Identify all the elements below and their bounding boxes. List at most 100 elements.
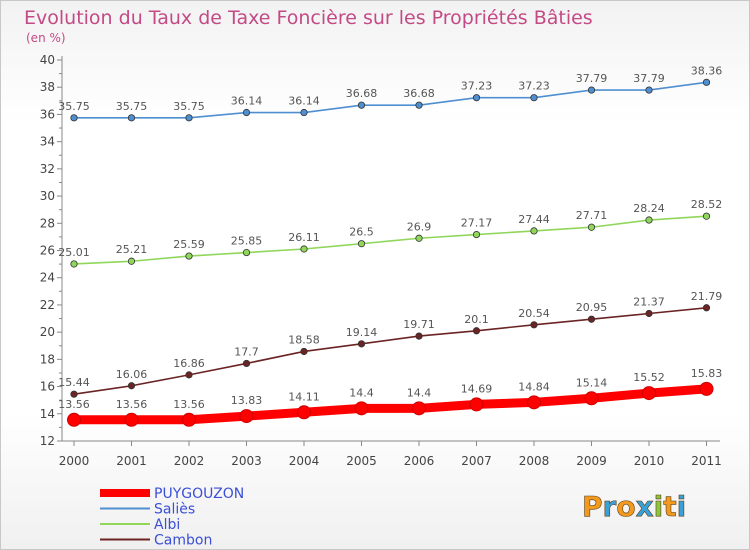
data-label: 28.52 (691, 198, 723, 211)
data-label: 15.52 (633, 371, 665, 384)
data-label: 13.56 (173, 398, 205, 411)
data-point (242, 359, 251, 368)
chart-title: Evolution du Taux de Taxe Foncière sur l… (24, 7, 593, 29)
x-tick-label: 2005 (346, 454, 377, 468)
x-tick-label: 2007 (461, 454, 492, 468)
data-point (354, 401, 369, 416)
data-label: 15.44 (58, 376, 90, 389)
data-label: 37.79 (576, 72, 608, 85)
data-label: 28.24 (633, 202, 665, 215)
data-point (242, 108, 251, 117)
x-tick-label: 2011 (691, 454, 722, 468)
data-point (415, 332, 423, 340)
data-point (70, 260, 78, 268)
data-label: 16.06 (116, 368, 148, 381)
data-label: 26.9 (407, 220, 432, 233)
y-tick-label: 24 (40, 271, 55, 285)
series-line (73, 81, 708, 119)
data-point (472, 230, 481, 239)
data-label: 14.11 (288, 390, 320, 403)
y-tick-label: 22 (40, 298, 55, 312)
y-tick-label: 40 (40, 53, 55, 67)
data-point (70, 390, 78, 398)
series-cambon: 15.44 16.06 16.86 17.7 18.58 19.14 19.71 20.1 20… (58, 290, 722, 398)
data-point (642, 386, 656, 401)
data-label: 25.21 (116, 243, 148, 256)
data-label: 25.01 (58, 246, 90, 259)
data-label: 37.79 (633, 72, 665, 85)
y-tick-label: 28 (40, 216, 55, 230)
data-label: 19.14 (346, 326, 378, 339)
data-label: 35.75 (116, 100, 148, 113)
data-point (415, 101, 423, 109)
data-point (182, 412, 196, 427)
data-label: 19.71 (403, 318, 435, 331)
y-tick-label: 20 (40, 325, 55, 339)
data-point (645, 309, 653, 318)
data-label: 20.54 (518, 307, 550, 320)
data-label: 20.1 (464, 313, 489, 326)
data-point (297, 405, 311, 420)
data-point (357, 340, 366, 348)
data-label: 13.83 (231, 394, 263, 407)
x-tick-label: 2002 (174, 454, 205, 468)
data-point (702, 78, 711, 86)
y-tick-label: 16 (40, 380, 55, 394)
proxiti-logo: Proxiti (582, 490, 687, 524)
data-point (127, 114, 136, 122)
data-label: 20.95 (576, 301, 608, 314)
y-tick-label: 14 (40, 407, 55, 421)
data-label: 16.86 (173, 357, 205, 370)
logo-text: Proxiti (582, 490, 686, 523)
data-point (469, 397, 484, 412)
unit-label: (en %) (26, 31, 66, 45)
data-point (530, 94, 538, 102)
data-point (702, 304, 711, 312)
data-label: 27.44 (518, 213, 550, 226)
data-label: 21.79 (691, 290, 723, 303)
data-label: 36.14 (288, 95, 320, 108)
data-label: 38.36 (691, 64, 723, 77)
data-label: 18.58 (288, 333, 320, 346)
x-tick-label: 2001 (116, 454, 147, 468)
data-point (127, 382, 136, 390)
legend-label: PUYGOUZON (154, 486, 244, 502)
data-point (239, 409, 254, 424)
data-label: 25.59 (173, 238, 205, 251)
y-tick-label: 12 (40, 434, 55, 448)
data-label: 36.14 (231, 95, 263, 108)
y-tick-label: 36 (40, 107, 55, 121)
data-point (412, 401, 426, 416)
data-point (70, 114, 78, 122)
data-point (357, 240, 366, 248)
data-point (645, 86, 653, 94)
data-point (699, 381, 714, 396)
y-tick-label: 30 (40, 189, 55, 203)
data-label: 15.83 (691, 367, 723, 380)
data-point (242, 248, 251, 257)
data-label: 21.37 (633, 296, 665, 309)
data-point (415, 234, 423, 242)
x-tick-label: 2006 (404, 454, 435, 468)
data-label: 27.17 (461, 217, 493, 230)
data-point (124, 412, 139, 427)
data-label: 14.84 (518, 380, 550, 393)
data-point (530, 321, 538, 329)
data-point (300, 108, 308, 117)
legend-label: Albi (154, 517, 180, 533)
data-label: 35.75 (173, 100, 205, 113)
data-point (530, 227, 538, 235)
data-label: 37.23 (518, 80, 550, 93)
data-point (185, 252, 193, 260)
data-point (527, 395, 541, 410)
y-tick-label: 32 (40, 162, 55, 176)
data-point (702, 212, 711, 220)
series-line (73, 306, 708, 395)
y-tick-label: 38 (40, 80, 55, 94)
data-label: 27.71 (576, 209, 608, 222)
legend-label: Saliès (154, 502, 195, 518)
data-point (584, 391, 599, 406)
x-tick-label: 2000 (59, 454, 90, 468)
data-label: 35.75 (58, 100, 90, 113)
